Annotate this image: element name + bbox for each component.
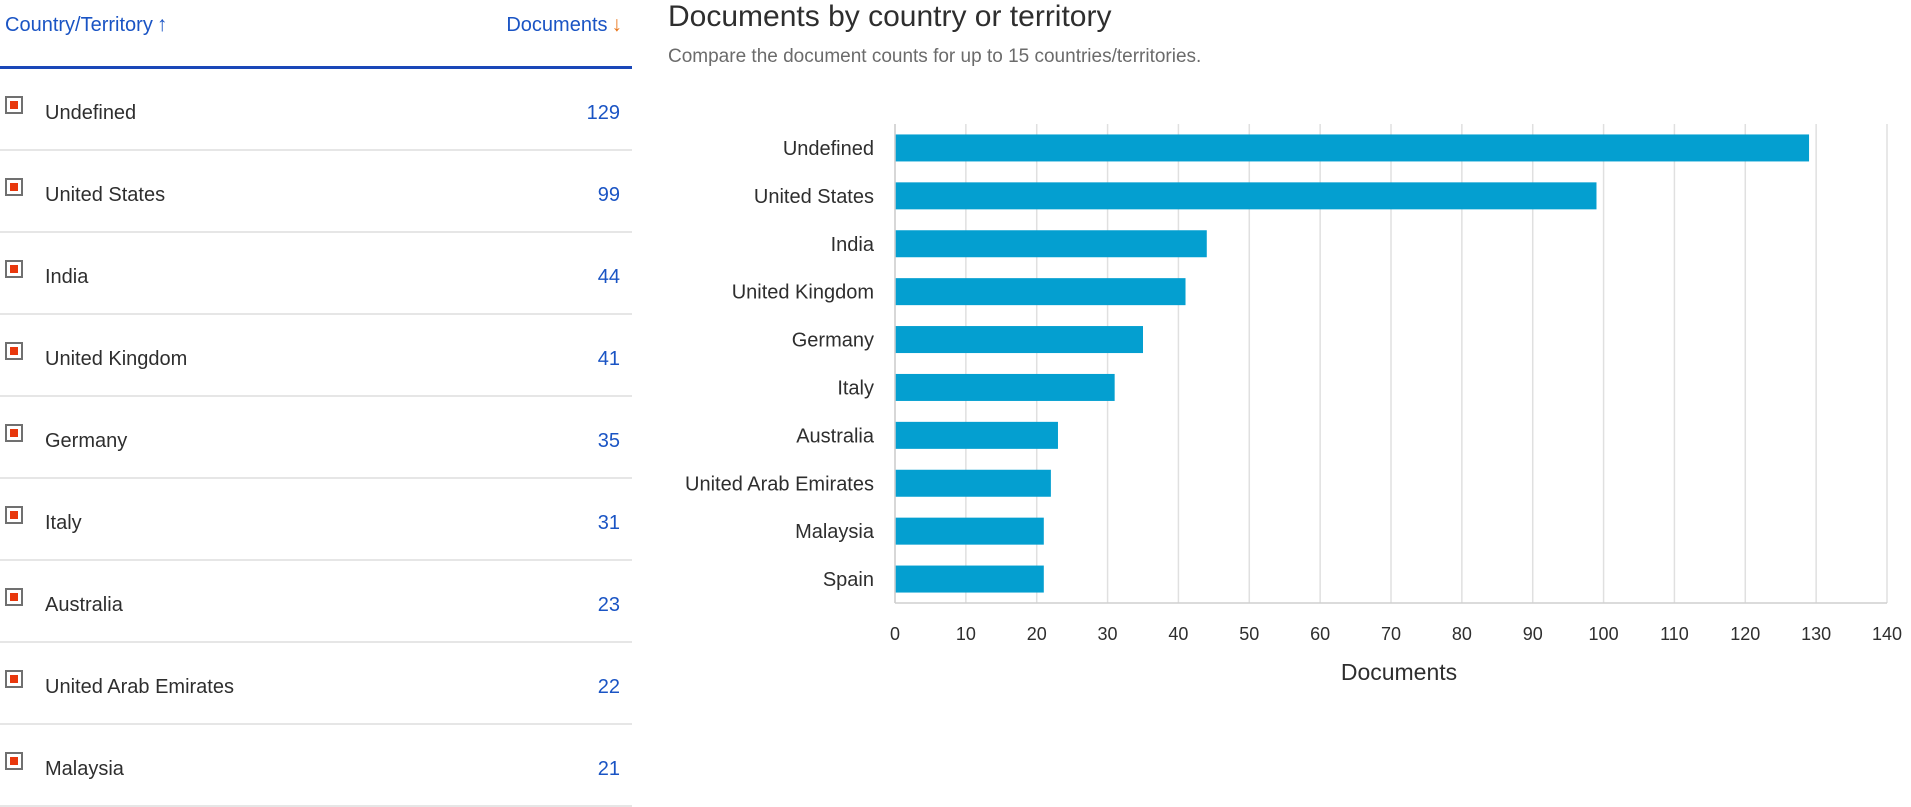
row-document-count[interactable]: 21 (597, 758, 620, 780)
bar (895, 278, 1186, 306)
row-document-count[interactable]: 22 (597, 676, 620, 698)
row-country-label: Undefined (45, 102, 137, 124)
category-label: India (831, 234, 875, 256)
table-row: United States 99 (0, 151, 632, 233)
checkbox-mark (10, 593, 18, 601)
bar (895, 421, 1058, 449)
x-axis-title: Documents (1341, 659, 1457, 685)
table-row: Australia 23 (0, 561, 632, 643)
row-document-count[interactable]: 41 (597, 348, 620, 370)
row-country-label: Australia (45, 594, 123, 616)
x-tick-label: 120 (1730, 624, 1760, 644)
bar (895, 230, 1207, 258)
table-row: United Kingdom 41 (0, 315, 632, 397)
chart-subtitle: Compare the document counts for up to 15… (668, 46, 1202, 67)
x-tick-label: 100 (1589, 624, 1619, 644)
category-label: United Arab Emirates (685, 473, 874, 495)
country-table: Country/Territory ↑ Documents ↓ Undefine… (0, 0, 632, 807)
bar (895, 565, 1044, 593)
category-label: United States (754, 186, 874, 208)
category-label: Australia (796, 425, 875, 447)
checkbox-mark (10, 675, 18, 683)
checkbox-checked-icon[interactable] (5, 342, 23, 360)
checkbox-mark (10, 183, 18, 191)
x-tick-label: 60 (1310, 624, 1330, 644)
table-body: Undefined 129 United States 99 India 44 United… (0, 69, 632, 807)
category-label: Italy (837, 377, 874, 399)
x-tick-label: 110 (1660, 624, 1689, 644)
row-document-count[interactable]: 31 (597, 512, 620, 534)
checkbox-mark (10, 429, 18, 437)
category-label: Spain (823, 569, 874, 591)
row-document-count[interactable]: 44 (597, 266, 620, 288)
x-tick-label: 70 (1381, 624, 1401, 644)
chart-title: Documents by country or territory (668, 0, 1112, 33)
table-row: Undefined 129 (0, 69, 632, 151)
bar (895, 182, 1597, 210)
arrow-up-icon: ↑ (156, 13, 168, 36)
bar (895, 134, 1810, 162)
bar (895, 469, 1051, 497)
category-label: Germany (792, 330, 874, 352)
table-row: Germany 35 (0, 397, 632, 479)
bar (895, 373, 1115, 401)
checkbox-checked-icon[interactable] (5, 506, 23, 524)
x-tick-label: 10 (956, 624, 976, 644)
row-country-label: United States (45, 184, 166, 206)
row-country-label: Malaysia (45, 758, 124, 780)
bar (895, 326, 1143, 354)
x-tick-label: 40 (1168, 624, 1188, 644)
checkbox-checked-icon[interactable] (5, 588, 23, 606)
x-tick-label: 140 (1872, 624, 1902, 644)
row-document-count[interactable]: 23 (597, 594, 620, 616)
category-label: United Kingdom (732, 282, 874, 304)
row-country-label: United Arab Emirates (45, 676, 234, 698)
category-label: Malaysia (795, 521, 875, 543)
row-document-count[interactable]: 99 (597, 184, 620, 206)
checkbox-checked-icon[interactable] (5, 670, 23, 688)
checkbox-mark (10, 265, 18, 273)
checkbox-mark (10, 101, 18, 109)
x-tick-label: 90 (1523, 624, 1543, 644)
checkbox-mark (10, 511, 18, 519)
country-header-label: Country/Territory (5, 13, 153, 36)
category-label: Undefined (783, 138, 874, 160)
checkbox-mark (10, 757, 18, 765)
row-document-count[interactable]: 129 (586, 102, 620, 124)
x-tick-label: 50 (1239, 624, 1259, 644)
table-row: United Arab Emirates 22 (0, 643, 632, 725)
row-country-label: Germany (45, 430, 128, 452)
checkbox-checked-icon[interactable] (5, 96, 23, 114)
arrow-down-icon: ↓ (611, 13, 623, 36)
checkbox-checked-icon[interactable] (5, 424, 23, 442)
x-tick-label: 30 (1098, 624, 1118, 644)
table-row: India 44 (0, 233, 632, 315)
documents-column-header[interactable]: Documents ↓ (506, 13, 622, 37)
table-header: Country/Territory ↑ Documents ↓ (0, 0, 632, 69)
row-country-label: Italy (45, 512, 82, 534)
checkbox-checked-icon[interactable] (5, 178, 23, 196)
country-column-header[interactable]: Country/Territory ↑ (5, 13, 167, 37)
x-tick-label: 0 (890, 624, 900, 644)
table-row: Italy 31 (0, 479, 632, 561)
checkbox-checked-icon[interactable] (5, 752, 23, 770)
bar (895, 517, 1044, 545)
row-document-count[interactable]: 35 (597, 430, 620, 452)
row-country-label: United Kingdom (45, 348, 188, 370)
documents-header-label: Documents (506, 13, 608, 36)
x-tick-label: 130 (1801, 624, 1831, 644)
checkbox-mark (10, 347, 18, 355)
x-tick-label: 80 (1452, 624, 1472, 644)
checkbox-checked-icon[interactable] (5, 260, 23, 278)
x-tick-label: 20 (1027, 624, 1047, 644)
row-country-label: India (45, 266, 89, 288)
